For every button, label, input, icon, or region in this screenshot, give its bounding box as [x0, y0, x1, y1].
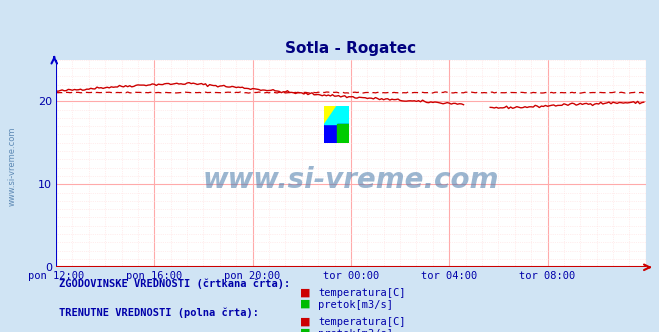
- Polygon shape: [324, 106, 337, 124]
- Title: Sotla - Rogatec: Sotla - Rogatec: [285, 41, 416, 56]
- Bar: [324, 106, 337, 124]
- Text: ■: ■: [300, 317, 310, 327]
- Bar: [337, 106, 349, 124]
- Text: temperatura[C]: temperatura[C]: [318, 317, 406, 327]
- Bar: [324, 124, 349, 143]
- Text: pretok[m3/s]: pretok[m3/s]: [318, 329, 393, 332]
- Text: www.si-vreme.com: www.si-vreme.com: [8, 126, 17, 206]
- Text: www.si-vreme.com: www.si-vreme.com: [203, 166, 499, 194]
- Text: temperatura[C]: temperatura[C]: [318, 288, 406, 298]
- Text: ZGODOVINSKE VREDNOSTI (črtkana črta):: ZGODOVINSKE VREDNOSTI (črtkana črta):: [59, 279, 291, 289]
- Text: pretok[m3/s]: pretok[m3/s]: [318, 300, 393, 310]
- Bar: [337, 124, 349, 143]
- Text: ■: ■: [300, 299, 310, 309]
- Text: TRENUTNE VREDNOSTI (polna črta):: TRENUTNE VREDNOSTI (polna črta):: [59, 307, 259, 318]
- Text: ■: ■: [300, 328, 310, 332]
- Text: ■: ■: [300, 288, 310, 297]
